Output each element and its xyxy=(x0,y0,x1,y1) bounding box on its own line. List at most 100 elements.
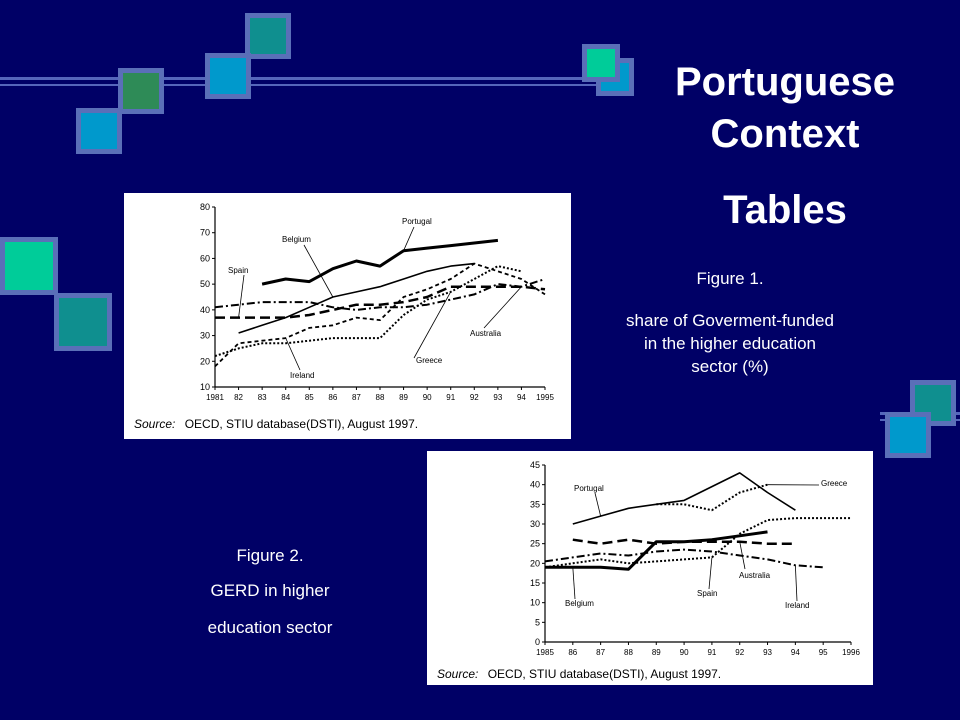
chart2-series-australia xyxy=(572,538,796,545)
chart1-leader-ireland xyxy=(285,337,301,371)
chart2-label-greece: Greece xyxy=(821,479,848,488)
chart2-leader-ireland xyxy=(794,565,798,602)
chart1-label-spain: Spain xyxy=(228,266,248,275)
chart1-label-portugal: Portugal xyxy=(402,217,432,226)
chart2-leader-portugal xyxy=(594,492,602,517)
chart1-x-tick-label: 90 xyxy=(423,393,432,402)
decor-square-teal-2 xyxy=(54,293,112,351)
chart1-series-portugal xyxy=(261,238,499,286)
chart2-leader-spain xyxy=(708,557,713,590)
chart2-y-tick-label: 15 xyxy=(530,578,540,588)
chart1-leader-greece xyxy=(413,291,452,359)
decor-square-mint-2 xyxy=(0,237,58,295)
chart1-leader-spain xyxy=(238,274,245,318)
chart1-x-tick-label: 89 xyxy=(399,393,408,402)
chart1-x-tick-label: 1995 xyxy=(536,393,554,402)
fig1-caption-1: Figure 1. xyxy=(696,269,764,288)
chart1-y-tick-label: 80 xyxy=(200,202,210,212)
chart1-leader-portugal xyxy=(403,226,415,251)
chart1-label-belgium: Belgium xyxy=(282,235,311,244)
chart1-x-tick-label: 94 xyxy=(517,393,526,402)
chart2-x-tick-label: 89 xyxy=(652,648,661,657)
chart1-x-tick-label: 1981 xyxy=(206,393,224,402)
chart2-x-tick-label: 87 xyxy=(596,648,605,657)
chart2-series-spain xyxy=(544,517,851,569)
chart2-series-portugal xyxy=(572,472,796,525)
chart1-y-tick-label: 50 xyxy=(200,279,210,289)
chart2-leader-belgium xyxy=(572,567,576,600)
chart2-x-tick-label: 92 xyxy=(735,648,744,657)
decor-line-top-2 xyxy=(0,84,600,86)
chart2-y-tick-label: 5 xyxy=(535,617,540,627)
chart2-label-belgium: Belgium xyxy=(565,599,594,608)
slide-title-line2: Context xyxy=(710,112,860,156)
chart2-y-tick-label: 40 xyxy=(530,480,540,490)
figure2-source-label: Source: xyxy=(437,667,479,681)
slide-subtitle: Tables xyxy=(723,188,847,232)
chart2-y-tick-label: 30 xyxy=(530,519,540,529)
chart2-x-tick-label: 94 xyxy=(791,648,800,657)
chart1-x-tick-label: 93 xyxy=(493,393,502,402)
fig1-caption-4: sector (%) xyxy=(691,357,769,376)
figure2-chart-svg: 0 5 10 15 20 25 30 35 40 45 1985 86 87 88 89 90 91 92 93 94… xyxy=(530,460,860,657)
chart1-series-australia xyxy=(214,278,546,311)
chart1-y-tick-label: 60 xyxy=(200,253,210,263)
chart2-x-tick-label: 86 xyxy=(568,648,577,657)
figure1-chart-svg: 10 20 30 40 50 60 70 80 1981 82 83 84 85 86 87 88 89 90 91… xyxy=(200,202,554,402)
decor-square-cyan-4 xyxy=(885,412,931,458)
chart2-y-tick-label: 35 xyxy=(530,499,540,509)
decor-square-cyan-2 xyxy=(76,108,122,154)
chart1-x-tick-label: 88 xyxy=(376,393,385,402)
chart2-label-ireland: Ireland xyxy=(785,601,809,610)
figure1-source: Source: OECD, STIU database(DSTI), Augus… xyxy=(134,417,418,431)
decor-square-teal-1 xyxy=(245,13,291,59)
fig1-caption-3: in the higher education xyxy=(643,334,817,353)
chart1-series-belgium xyxy=(238,262,475,334)
fig2-caption-2: GERD in higher xyxy=(210,581,330,600)
chart2-x-tick-label: 1996 xyxy=(842,648,860,657)
fig2-caption-1: Figure 2. xyxy=(236,546,304,565)
fig2-caption-3: education sector xyxy=(207,618,333,637)
chart1-x-tick-label: 85 xyxy=(305,393,314,402)
figure1-chart: 10 20 30 40 50 60 70 80 1981 82 83 84 85 86 87 88 89 90 91… xyxy=(124,193,571,439)
chart1-x-tick-label: 83 xyxy=(258,393,267,402)
figure2-chart: 0 5 10 15 20 25 30 35 40 45 1985 86 87 88 89 90 91 92 93 94… xyxy=(427,451,873,685)
chart1-series-greece xyxy=(214,265,522,358)
chart1-label-greece: Greece xyxy=(416,356,443,365)
chart1-x-tick-label: 91 xyxy=(446,393,455,402)
figure1-source-text: OECD, STIU database(DSTI), August 1997. xyxy=(184,417,419,431)
slide-title-line1: Portuguese xyxy=(674,60,896,104)
chart2-x-tick-label: 90 xyxy=(680,648,689,657)
chart1-x-tick-label: 86 xyxy=(328,393,337,402)
chart2-y-tick-label: 20 xyxy=(530,558,540,568)
decor-square-green-1 xyxy=(118,68,164,114)
figure1-source-label: Source: xyxy=(134,417,176,431)
chart1-leader-belgium xyxy=(303,244,334,298)
chart1-y-tick-label: 70 xyxy=(200,228,210,238)
chart2-y-tick-label: 10 xyxy=(530,598,540,608)
chart2-label-australia: Australia xyxy=(739,571,771,580)
chart2-series-greece xyxy=(656,483,768,512)
chart2-x-tick-label: 88 xyxy=(624,648,633,657)
chart2-y-tick-label: 25 xyxy=(530,539,540,549)
chart1-series-ireland xyxy=(214,262,546,368)
chart1-x-tick-label: 84 xyxy=(281,393,290,402)
chart1-y-tick-label: 10 xyxy=(200,382,210,392)
chart1-y-tick-label: 40 xyxy=(200,305,210,315)
decor-square-cyan-1 xyxy=(205,53,251,99)
chart1-leader-australia xyxy=(483,286,522,329)
fig1-caption-2: share of Goverment-funded xyxy=(626,311,834,330)
chart2-y-tick-label: 45 xyxy=(530,460,540,470)
chart2-series-ireland xyxy=(544,548,824,569)
decor-square-mint-1 xyxy=(582,44,620,82)
chart1-label-ireland: Ireland xyxy=(290,371,314,380)
chart1-y-tick-label: 30 xyxy=(200,331,210,341)
chart2-label-portugal: Portugal xyxy=(574,484,604,493)
chart2-leader-australia xyxy=(739,541,746,570)
chart2-x-tick-label: 91 xyxy=(707,648,716,657)
chart1-y-tick-label: 20 xyxy=(200,356,210,366)
chart1-x-tick-label: 87 xyxy=(352,393,361,402)
chart2-y-tick-label: 0 xyxy=(535,637,540,647)
chart1-x-tick-label: 92 xyxy=(470,393,479,402)
chart2-x-tick-label: 1985 xyxy=(536,648,554,657)
